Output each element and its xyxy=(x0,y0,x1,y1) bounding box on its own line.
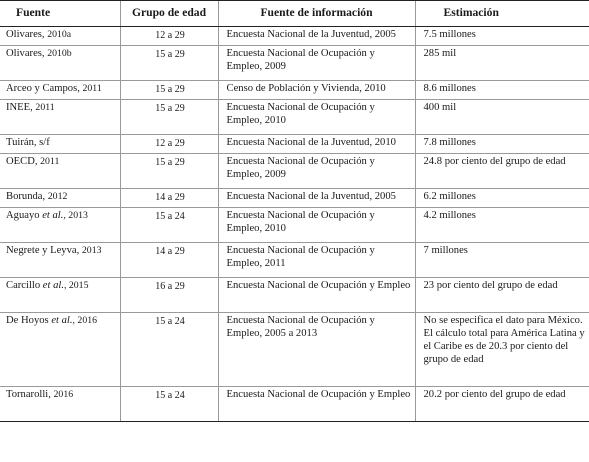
cell-grupo-edad: 15 a 29 xyxy=(119,80,218,100)
cell-grupo-edad: 16 a 29 xyxy=(119,277,218,313)
cell-fuente-informacion: Encuesta Nacional de Ocupación y Empleo,… xyxy=(217,242,415,278)
cell-fuente: Tuirán, s/f xyxy=(0,134,120,154)
fuente-author: INEE, xyxy=(6,102,36,113)
cell-grupo-edad: 12 a 29 xyxy=(119,26,218,46)
cell-estimacion: 20.2 por ciento del grupo de edad xyxy=(414,386,589,422)
cell-fuente-informacion: Encuesta Nacional de la Juventud, 2010 xyxy=(217,134,415,154)
fuente-author: Tornarolli, xyxy=(6,389,54,400)
table-row: Olivares, 2010b 15 a 29 Encuesta Nacional … xyxy=(0,45,589,81)
header-fuente: Fuente xyxy=(0,0,120,27)
cell-estimacion: 7 millones xyxy=(414,242,589,278)
cell-estimacion: 400 mil xyxy=(414,99,589,135)
table-row: Tornarolli, 2016 15 a 24 Encuesta Nacional… xyxy=(0,386,589,422)
fuente-author: Olivares, xyxy=(6,29,48,40)
cell-fuente-informacion: Encuesta Nacional de Ocupación y Empleo xyxy=(217,386,415,422)
table-row: Borunda, 2012 14 a 29 Encuesta Nacional de… xyxy=(0,188,589,208)
table-row: De Hoyos et al., 2016 15 a 24 Encuesta Nac… xyxy=(0,312,589,387)
fuente-author: Negrete y Leyva, xyxy=(6,245,82,256)
cell-grupo-edad: 12 a 29 xyxy=(119,134,218,154)
cell-estimacion: 4.2 millones xyxy=(414,207,589,243)
cell-fuente-informacion: Encuesta Nacional de Ocupación y Empleo,… xyxy=(217,153,415,189)
fuente-et-al: et al. xyxy=(42,210,64,221)
cell-fuente-informacion: Encuesta Nacional de Ocupación y Empleo,… xyxy=(217,99,415,135)
cell-fuente-informacion: Encuesta Nacional de Ocupación y Empleo,… xyxy=(217,312,415,387)
cell-estimacion: 7.5 millones xyxy=(414,26,589,46)
fuente-author: Arceo y Campos, xyxy=(6,83,83,94)
table-row: INEE, 2011 15 a 29 Encuesta Nacional de Oc… xyxy=(0,99,589,135)
header-row: Fuente Grupo de edad Fuente de informaci… xyxy=(0,0,589,27)
fuente-year: 2011 xyxy=(35,102,55,113)
cell-fuente: Olivares, 2010b xyxy=(0,45,120,81)
cell-estimacion: 23 por ciento del grupo de edad xyxy=(414,277,589,313)
cell-fuente: Negrete y Leyva, 2013 xyxy=(0,242,120,278)
cell-grupo-edad: 14 a 29 xyxy=(119,242,218,278)
fuente-year: 2012 xyxy=(47,191,68,202)
cell-grupo-edad: 15 a 24 xyxy=(119,386,218,422)
fuente-year: , 2015 xyxy=(63,280,89,291)
fuente-author: De Hoyos xyxy=(6,315,52,326)
cell-fuente: De Hoyos et al., 2016 xyxy=(0,312,120,387)
cell-fuente: Tornarolli, 2016 xyxy=(0,386,120,422)
cell-fuente: Borunda, 2012 xyxy=(0,188,120,208)
cell-fuente-informacion: Encuesta Nacional de la Juventud, 2005 xyxy=(217,26,415,46)
header-fuente-informacion: Fuente de información xyxy=(217,0,415,27)
fuente-author: Tuirán, s/f xyxy=(6,137,50,148)
table-header: Fuente Grupo de edad Fuente de informaci… xyxy=(0,0,589,27)
fuente-year: 2013 xyxy=(81,245,102,256)
cell-grupo-edad: 15 a 29 xyxy=(119,45,218,81)
fuente-author: Borunda, xyxy=(6,191,48,202)
cell-fuente: Aguayo et al., 2013 xyxy=(0,207,120,243)
cell-estimacion: No se especifica el dato para México. El… xyxy=(414,312,589,387)
cell-estimacion: 285 mil xyxy=(414,45,589,81)
cell-grupo-edad: 15 a 29 xyxy=(119,99,218,135)
cell-estimacion: 8.6 millones xyxy=(414,80,589,100)
fuente-year: 2011 xyxy=(82,83,102,94)
table-row: Aguayo et al., 2013 15 a 24 Encuesta Nacio… xyxy=(0,207,589,243)
cell-fuente: OECD, 2011 xyxy=(0,153,120,189)
fuente-et-al: et al. xyxy=(51,315,73,326)
fuente-year: 2010a xyxy=(47,29,72,40)
cell-fuente-informacion: Censo de Población y Vivienda, 2010 xyxy=(217,80,415,100)
cell-fuente-informacion: Encuesta Nacional de Ocupación y Empleo xyxy=(217,277,415,313)
cell-fuente-informacion: Encuesta Nacional de Ocupación y Empleo,… xyxy=(217,45,415,81)
cell-grupo-edad: 15 a 29 xyxy=(119,153,218,189)
table-row: Carcillo et al., 2015 16 a 29 Encuesta Nac… xyxy=(0,277,589,313)
cell-fuente-informacion: Encuesta Nacional de Ocupación y Empleo,… xyxy=(217,207,415,243)
fuente-author: Olivares, xyxy=(6,48,48,59)
table-row: Tuirán, s/f 12 a 29 Encuesta Nacional de l… xyxy=(0,134,589,154)
table-row: Olivares, 2010a 12 a 29 Encuesta Nacional … xyxy=(0,26,589,46)
cell-estimacion: 6.2 millones xyxy=(414,188,589,208)
header-estimacion: Estimación xyxy=(414,0,589,27)
cell-grupo-edad: 15 a 24 xyxy=(119,312,218,387)
fuente-year: 2016 xyxy=(53,389,74,400)
table-body: Olivares, 2010a 12 a 29 Encuesta Nacional … xyxy=(0,26,589,422)
fuente-author: Aguayo xyxy=(6,210,43,221)
cell-estimacion: 7.8 millones xyxy=(414,134,589,154)
cell-grupo-edad: 15 a 24 xyxy=(119,207,218,243)
fuente-year: , 2016 xyxy=(72,315,98,326)
table-row: OECD, 2011 15 a 29 Encuesta Nacional de Oc… xyxy=(0,153,589,189)
cell-fuente: INEE, 2011 xyxy=(0,99,120,135)
fuente-author: OECD, xyxy=(6,156,41,167)
cell-fuente-informacion: Encuesta Nacional de la Juventud, 2005 xyxy=(217,188,415,208)
fuente-year: 2011 xyxy=(40,156,60,167)
fuente-et-al: et al. xyxy=(42,280,64,291)
fuente-author: Carcillo xyxy=(6,280,43,291)
cell-fuente: Arceo y Campos, 2011 xyxy=(0,80,120,100)
cell-fuente: Carcillo et al., 2015 xyxy=(0,277,120,313)
cell-grupo-edad: 14 a 29 xyxy=(119,188,218,208)
table-row: Arceo y Campos, 2011 15 a 29 Censo de Pobl… xyxy=(0,80,589,100)
fuente-year: , 2013 xyxy=(63,210,88,221)
header-grupo-edad: Grupo de edad xyxy=(119,0,218,27)
table-row: Negrete y Leyva, 2013 14 a 29 Encuesta Nac… xyxy=(0,242,589,278)
cell-estimacion: 24.8 por ciento del grupo de edad xyxy=(414,153,589,189)
cell-fuente: Olivares, 2010a xyxy=(0,26,120,46)
estimates-table: Fuente Grupo de edad Fuente de informaci… xyxy=(0,0,589,422)
fuente-year: 2010b xyxy=(47,48,72,59)
